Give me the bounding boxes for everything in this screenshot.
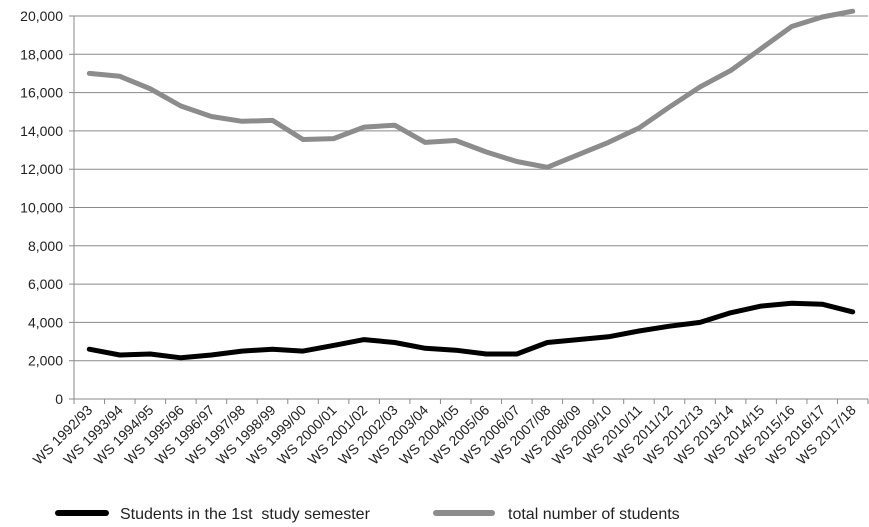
legend-item-total-students: total number of students	[433, 506, 680, 523]
y-tick-label: 4,000	[28, 314, 63, 330]
series-line-first-semester	[86, 300, 856, 361]
y-tick-label: 0	[55, 391, 63, 407]
legend-label-first-semester: Students in the 1st study semester	[120, 506, 371, 523]
y-tick-label: 16,000	[20, 85, 63, 101]
y-tick-label: 12,000	[20, 161, 63, 177]
legend-label-total-students: total number of students	[508, 506, 680, 523]
y-tick-label: 8,000	[28, 238, 63, 254]
y-axis: 0 2,000 4,000 6,000 8,000 10,000 12,000 14,000 1…	[20, 8, 75, 407]
y-tick-label: 18,000	[20, 46, 63, 62]
legend: Students in the 1st study semester total…	[55, 506, 680, 523]
series-lines	[86, 8, 856, 361]
legend-item-first-semester: Students in the 1st study semester	[55, 506, 371, 523]
y-tick-label: 10,000	[20, 200, 63, 216]
gridlines	[74, 15, 868, 362]
y-tick-label: 14,000	[20, 123, 63, 139]
series-line-total-students	[86, 8, 856, 170]
y-tick-label: 20,000	[20, 8, 63, 24]
y-tick-label: 2,000	[28, 353, 63, 369]
y-tick-label: 6,000	[28, 276, 63, 292]
